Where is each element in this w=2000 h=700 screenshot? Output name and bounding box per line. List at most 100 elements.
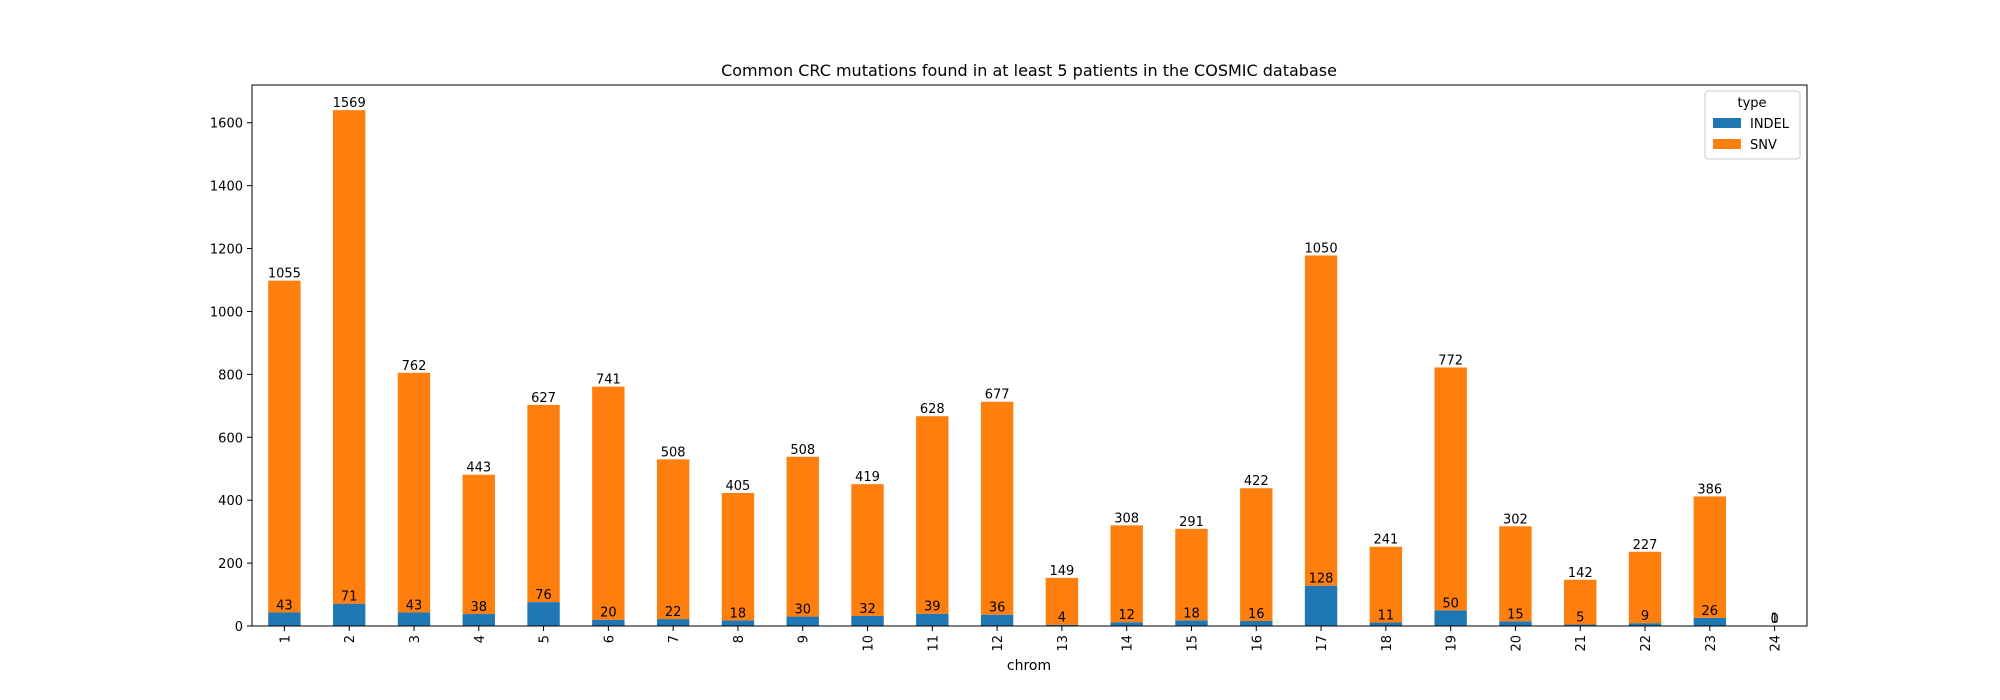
data-label-snv-17: 1050 xyxy=(1305,241,1338,256)
chart-title: Common CRC mutations found in at least 5… xyxy=(721,61,1337,80)
data-label-snv-16: 422 xyxy=(1244,474,1269,489)
bar-snv-17 xyxy=(1304,255,1338,586)
x-tick-label: 19 xyxy=(1445,635,1460,652)
x-tick-label: 23 xyxy=(1704,635,1719,652)
data-label-snv-20: 302 xyxy=(1503,512,1528,527)
bar-snv-7 xyxy=(656,459,690,620)
data-label-indel-17: 128 xyxy=(1309,572,1334,587)
x-tick-label: 3 xyxy=(408,635,423,643)
bar-indel-2 xyxy=(332,603,366,626)
data-label-snv-9: 508 xyxy=(790,443,815,458)
legend: type INDEL SNV xyxy=(1704,90,1801,160)
legend-label-indel: INDEL xyxy=(1750,117,1790,132)
data-label-indel-12: 36 xyxy=(989,601,1006,616)
data-label-snv-6: 741 xyxy=(596,373,621,388)
bar-snv-1 xyxy=(268,280,301,613)
bar-indel-14 xyxy=(1110,622,1143,626)
bar-indel-11 xyxy=(916,613,949,626)
bar-snv-21 xyxy=(1564,579,1597,625)
bar-snv-9 xyxy=(786,456,819,617)
y-tick-label: 1000 xyxy=(210,305,243,320)
bar-snv-15 xyxy=(1175,528,1208,621)
x-tick-label: 12 xyxy=(991,635,1006,652)
legend-label-snv: SNV xyxy=(1750,138,1777,153)
data-label-snv-12: 677 xyxy=(985,388,1010,403)
bar-indel-18 xyxy=(1369,622,1403,626)
data-label-snv-22: 227 xyxy=(1633,538,1658,553)
y-tick-label: 200 xyxy=(218,557,243,572)
data-label-snv-3: 762 xyxy=(402,359,427,374)
x-tick-label: 15 xyxy=(1185,635,1200,652)
x-axis: 1 2 3 4 5 6 7 8 9 10 11 12 13 14 15 16 17 18 19 20 21 22 23 24 xyxy=(278,626,1784,652)
bar-snv-2 xyxy=(332,110,366,604)
bar-snv-6 xyxy=(592,386,625,620)
bar-indel-19 xyxy=(1434,610,1467,626)
data-label-snv-21: 142 xyxy=(1568,566,1593,581)
data-label-indel-10: 32 xyxy=(859,602,876,617)
data-label-snv-14: 308 xyxy=(1114,511,1139,526)
bar-snv-11 xyxy=(916,416,949,614)
bar-snv-14 xyxy=(1110,525,1143,623)
data-label-snv-1: 1055 xyxy=(268,267,301,282)
bar-indel-6 xyxy=(592,619,625,626)
x-tick-label: 17 xyxy=(1315,635,1330,652)
bar-indel-17 xyxy=(1304,585,1338,626)
bar-indel-23 xyxy=(1693,617,1727,626)
bar-snv-13 xyxy=(1045,577,1079,625)
data-label-indel-6: 20 xyxy=(600,606,617,621)
data-label-indel-18: 11 xyxy=(1378,609,1395,624)
data-label-snv-2: 1569 xyxy=(333,96,366,111)
bar-indel-3 xyxy=(397,612,431,626)
data-label-indel-23: 26 xyxy=(1702,604,1719,619)
bar-snv-20 xyxy=(1499,526,1532,622)
bar-indel-21 xyxy=(1564,624,1597,626)
data-label-snv-7: 508 xyxy=(661,445,686,460)
bar-snv-16 xyxy=(1240,488,1273,621)
data-label-indel-15: 18 xyxy=(1183,606,1200,621)
data-label-snv-19: 772 xyxy=(1438,353,1463,368)
bar-indel-20 xyxy=(1499,621,1532,626)
data-label-indel-19: 50 xyxy=(1442,596,1459,611)
bar-indel-1 xyxy=(268,612,301,626)
data-label-snv-24: 1 xyxy=(1770,612,1778,627)
data-label-indel-5: 76 xyxy=(535,588,552,603)
x-tick-label: 7 xyxy=(667,635,682,643)
data-label-indel-2: 71 xyxy=(341,590,358,605)
x-tick-label: 6 xyxy=(602,635,617,643)
x-tick-label: 11 xyxy=(926,635,941,652)
bar-snv-10 xyxy=(851,484,884,616)
bar-snv-12 xyxy=(980,401,1014,615)
data-label-snv-11: 628 xyxy=(920,402,945,417)
data-label-indel-8: 18 xyxy=(730,606,747,621)
bar-indel-16 xyxy=(1240,620,1273,626)
data-label-snv-23: 386 xyxy=(1697,482,1722,497)
bars-layer xyxy=(268,110,1791,626)
x-tick-label: 24 xyxy=(1769,635,1784,652)
data-label-indel-22: 9 xyxy=(1641,609,1649,624)
bar-indel-12 xyxy=(980,614,1014,626)
x-tick-label: 2 xyxy=(343,635,358,643)
bar-snv-18 xyxy=(1369,546,1403,623)
x-tick-label: 20 xyxy=(1509,635,1524,652)
bar-indel-4 xyxy=(462,614,495,626)
bar-snv-23 xyxy=(1693,496,1727,618)
bar-snv-8 xyxy=(721,492,755,621)
data-label-snv-5: 627 xyxy=(531,391,556,406)
data-label-snv-15: 291 xyxy=(1179,515,1204,530)
y-axis: 0 200 400 600 800 1000 1200 1400 1600 xyxy=(210,117,252,635)
x-tick-label: 4 xyxy=(473,635,488,643)
bar-snv-5 xyxy=(527,404,560,603)
x-tick-label: 14 xyxy=(1121,635,1136,652)
data-label-indel-20: 15 xyxy=(1507,607,1524,622)
x-tick-label: 13 xyxy=(1056,635,1071,652)
x-tick-label: 9 xyxy=(797,635,812,643)
data-label-snv-4: 443 xyxy=(466,461,491,476)
plot-frame xyxy=(251,84,1808,627)
x-tick-label: 18 xyxy=(1380,635,1395,652)
y-tick-label: 800 xyxy=(218,368,243,383)
bar-snv-3 xyxy=(397,372,431,613)
data-label-indel-14: 12 xyxy=(1118,608,1135,623)
data-labels-layer: 43 1055 71 1569 43 762 38 443 76 627 20 741 22 508 18 4… xyxy=(268,96,1779,627)
bar-indel-8 xyxy=(721,620,755,626)
bar-indel-13 xyxy=(1045,624,1079,626)
